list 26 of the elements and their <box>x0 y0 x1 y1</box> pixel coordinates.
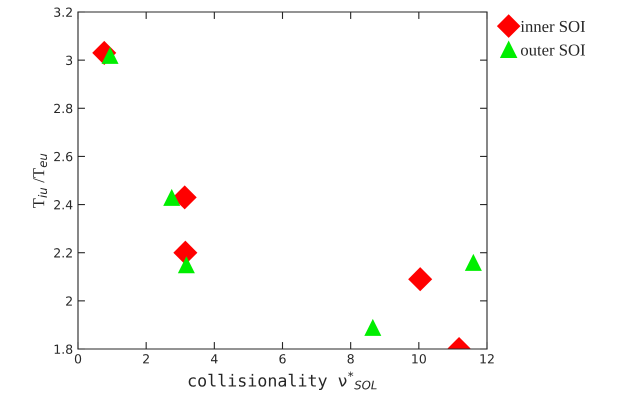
y-tick-label: 3 <box>66 56 72 66</box>
y-tick-label: 1.8 <box>54 344 72 354</box>
point <box>464 254 482 271</box>
y-tick-label: 3.2 <box>54 7 72 17</box>
x-tick-label: 12 <box>480 354 494 364</box>
legend-label: inner SOI <box>520 20 586 32</box>
x-tick-label: 2 <box>143 354 149 364</box>
x-tick-label: 8 <box>348 354 354 364</box>
y-tick-label: 2.6 <box>54 152 72 162</box>
x-axis-title: collisionality ν$^{*}$$_{SOL}$ <box>188 372 377 390</box>
point <box>173 240 198 265</box>
y-axis-title: T$_{iu}$ /T$_{eu}$ <box>33 154 48 208</box>
y-tick-label: 2.8 <box>54 104 72 114</box>
y-tick-label: 2.2 <box>54 248 72 258</box>
x-tick-label: 0 <box>74 354 82 364</box>
point <box>172 185 197 210</box>
x-tick-label: 6 <box>279 354 286 364</box>
y-tick-label: 2 <box>66 296 72 306</box>
point <box>178 256 195 274</box>
point <box>408 267 432 292</box>
point <box>163 188 180 206</box>
legend-label: outer SOI <box>520 44 586 56</box>
y-tick-label: 2.4 <box>54 200 72 210</box>
x-tick-label: 4 <box>210 354 218 364</box>
point <box>364 318 382 336</box>
x-tick-label: 10 <box>412 354 426 364</box>
